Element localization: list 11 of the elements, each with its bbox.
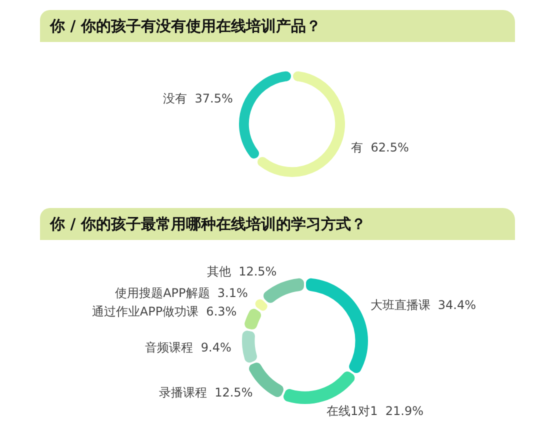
slice-label: 音频课程 9.4% — [145, 340, 232, 354]
slice-label: 在线1对1 21.9% — [326, 404, 424, 418]
slice-label: 使用搜题APP解题 3.1% — [115, 286, 248, 300]
chart-title: 你 / 你的孩子有没有使用在线培训产品？ — [40, 10, 515, 42]
slice-label: 没有 37.5% — [163, 92, 233, 106]
slice-label: 通过作业APP做功课 6.3% — [92, 304, 237, 319]
slice-label: 有 62.5% — [351, 140, 409, 155]
slice-label: 其他 12.5% — [206, 264, 277, 279]
chart-title: 你 / 你的孩子最常用哪种在线培训的学习方式？ — [40, 208, 515, 240]
slice-label: 录播课程 12.5% — [158, 385, 253, 400]
slice-label: 大班直播课 34.4% — [370, 298, 476, 312]
